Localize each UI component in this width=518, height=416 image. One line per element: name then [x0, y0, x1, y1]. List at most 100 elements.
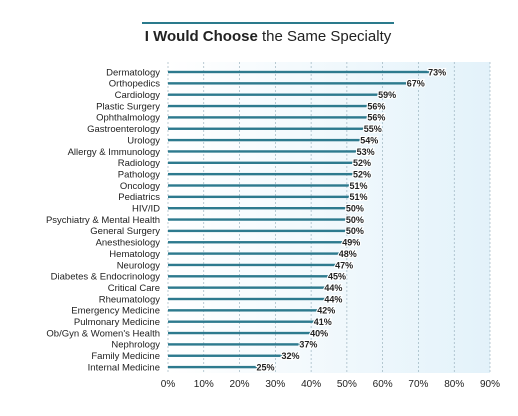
bar	[168, 70, 430, 74]
bar	[168, 263, 337, 267]
category-label: Neurology	[117, 260, 161, 271]
bar	[168, 93, 380, 96]
value-label: 48%	[339, 249, 357, 259]
value-label: 42%	[317, 306, 335, 316]
category-label: Pulmonary Medicine	[74, 317, 160, 328]
value-label: 52%	[353, 169, 371, 179]
value-label: 59%	[378, 90, 396, 100]
bar	[168, 207, 347, 210]
x-tick-label: 10%	[194, 379, 214, 390]
category-label: Emergency Medicine	[71, 306, 160, 317]
value-label: 50%	[346, 204, 364, 214]
x-tick-label: 20%	[230, 379, 250, 390]
bar	[168, 184, 351, 187]
bar	[168, 331, 312, 335]
category-label: Urology	[127, 135, 160, 146]
category-label: Ob/Gyn & Women's Health	[46, 328, 160, 339]
bar	[168, 104, 369, 108]
value-label: 25%	[256, 362, 274, 372]
value-label: 52%	[353, 158, 371, 168]
x-axis-ticks: 0% 10% 20% 30% 40% 50% 60% 70% 80% 90%	[161, 379, 500, 390]
value-labels: 73%67%59%56%56%55%54%53%52%52%51%51%50%5…	[255, 66, 447, 373]
bar	[168, 309, 319, 312]
bar	[168, 82, 408, 85]
value-label: 44%	[324, 294, 342, 304]
bar	[168, 354, 283, 357]
bar	[168, 297, 326, 301]
x-tick-label: 30%	[265, 379, 285, 390]
value-label: 56%	[367, 113, 385, 123]
category-label: General Surgery	[90, 226, 160, 237]
chart-title-bold: I Would Choose	[145, 28, 258, 45]
category-label: Pathology	[118, 169, 161, 180]
bar	[168, 138, 362, 142]
bar	[168, 275, 329, 278]
value-label: 50%	[346, 226, 364, 236]
category-label: Rheumatology	[99, 294, 161, 305]
value-label: 41%	[314, 317, 332, 327]
category-label: Gastroenterology	[87, 124, 160, 135]
category-label: Dermatology	[106, 67, 160, 78]
category-label: Internal Medicine	[88, 362, 160, 373]
value-label: 67%	[407, 79, 425, 89]
bar	[168, 172, 355, 176]
category-label: Oncology	[120, 181, 160, 192]
category-label: Critical Care	[108, 283, 160, 294]
value-label: 51%	[349, 181, 367, 191]
bar	[168, 127, 365, 130]
x-tick-label: 90%	[480, 379, 500, 390]
chart-title-rest: the Same Specialty	[258, 28, 392, 45]
category-label: Orthopedics	[109, 79, 160, 90]
category-label: Hematology	[109, 249, 160, 260]
category-label: Ophthalmology	[96, 113, 160, 124]
x-tick-label: 70%	[408, 379, 428, 390]
value-label: 56%	[367, 101, 385, 111]
category-label: Radiology	[118, 158, 160, 169]
value-label: 45%	[328, 272, 346, 282]
value-label: 32%	[281, 351, 299, 361]
bar	[168, 150, 358, 153]
category-label: Family Medicine	[91, 351, 160, 362]
x-tick-label: 60%	[373, 379, 393, 390]
bar	[168, 229, 347, 233]
x-tick-label: 80%	[444, 379, 464, 390]
value-label: 50%	[346, 215, 364, 225]
value-label: 53%	[357, 147, 375, 157]
category-labels: DermatologyOrthopedicsCardiologyPlastic …	[46, 67, 160, 373]
x-tick-label: 0%	[161, 379, 176, 390]
bar	[168, 116, 369, 119]
value-label: 49%	[342, 238, 360, 248]
category-label: Diabetes & Endocrinology	[51, 272, 161, 283]
bar	[168, 365, 258, 369]
bar	[168, 241, 344, 244]
bar	[168, 286, 326, 289]
value-label: 40%	[310, 328, 328, 338]
bar	[168, 252, 340, 255]
value-label: 44%	[324, 283, 342, 293]
bar	[168, 343, 301, 346]
bar	[168, 320, 315, 323]
bar	[168, 218, 347, 221]
bar	[168, 195, 351, 199]
value-label: 37%	[299, 340, 317, 350]
value-label: 47%	[335, 260, 353, 270]
value-label: 73%	[428, 67, 446, 77]
x-tick-label: 50%	[337, 379, 357, 390]
category-label: Cardiology	[115, 90, 161, 101]
bar	[168, 161, 355, 164]
value-label: 54%	[360, 135, 378, 145]
x-tick-label: 40%	[301, 379, 321, 390]
category-label: Pediatrics	[118, 192, 160, 203]
category-label: HIV/ID	[132, 204, 160, 215]
chart-title: I Would Choose the Same Specialty	[145, 28, 392, 45]
category-label: Allergy & Immunology	[68, 147, 161, 158]
category-label: Nephrology	[111, 340, 160, 351]
bars	[168, 70, 430, 369]
value-label: 51%	[349, 192, 367, 202]
category-label: Psychiatry & Mental Health	[46, 215, 160, 226]
value-label: 55%	[364, 124, 382, 134]
category-label: Anesthesiology	[96, 238, 161, 249]
category-label: Plastic Surgery	[96, 101, 160, 112]
